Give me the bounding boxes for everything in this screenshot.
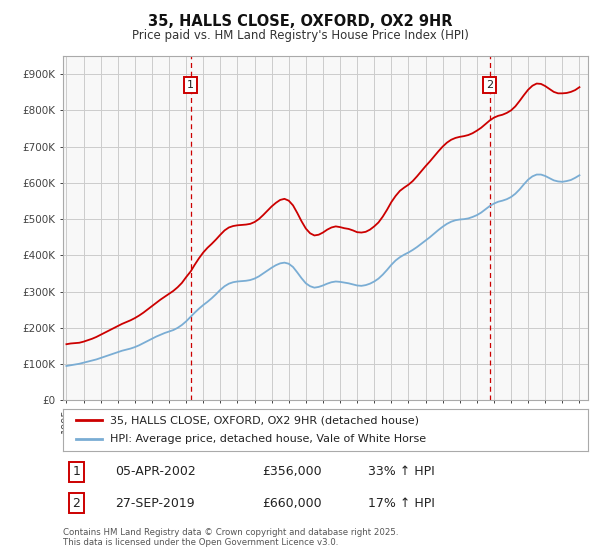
Text: 33% ↑ HPI: 33% ↑ HPI [367,465,434,478]
Text: Contains HM Land Registry data © Crown copyright and database right 2025.
This d: Contains HM Land Registry data © Crown c… [63,528,398,547]
Text: 2: 2 [486,80,493,90]
Text: Price paid vs. HM Land Registry's House Price Index (HPI): Price paid vs. HM Land Registry's House … [131,29,469,42]
Text: 1: 1 [187,80,194,90]
Text: 2: 2 [72,497,80,510]
Text: 05-APR-2002: 05-APR-2002 [115,465,196,478]
Text: 35, HALLS CLOSE, OXFORD, OX2 9HR: 35, HALLS CLOSE, OXFORD, OX2 9HR [148,14,452,29]
Text: 1: 1 [72,465,80,478]
Text: £356,000: £356,000 [263,465,322,478]
Text: £660,000: £660,000 [263,497,322,510]
Text: 35, HALLS CLOSE, OXFORD, OX2 9HR (detached house): 35, HALLS CLOSE, OXFORD, OX2 9HR (detach… [110,415,419,425]
Text: 27-SEP-2019: 27-SEP-2019 [115,497,195,510]
Text: HPI: Average price, detached house, Vale of White Horse: HPI: Average price, detached house, Vale… [110,435,427,445]
Text: 17% ↑ HPI: 17% ↑ HPI [367,497,434,510]
